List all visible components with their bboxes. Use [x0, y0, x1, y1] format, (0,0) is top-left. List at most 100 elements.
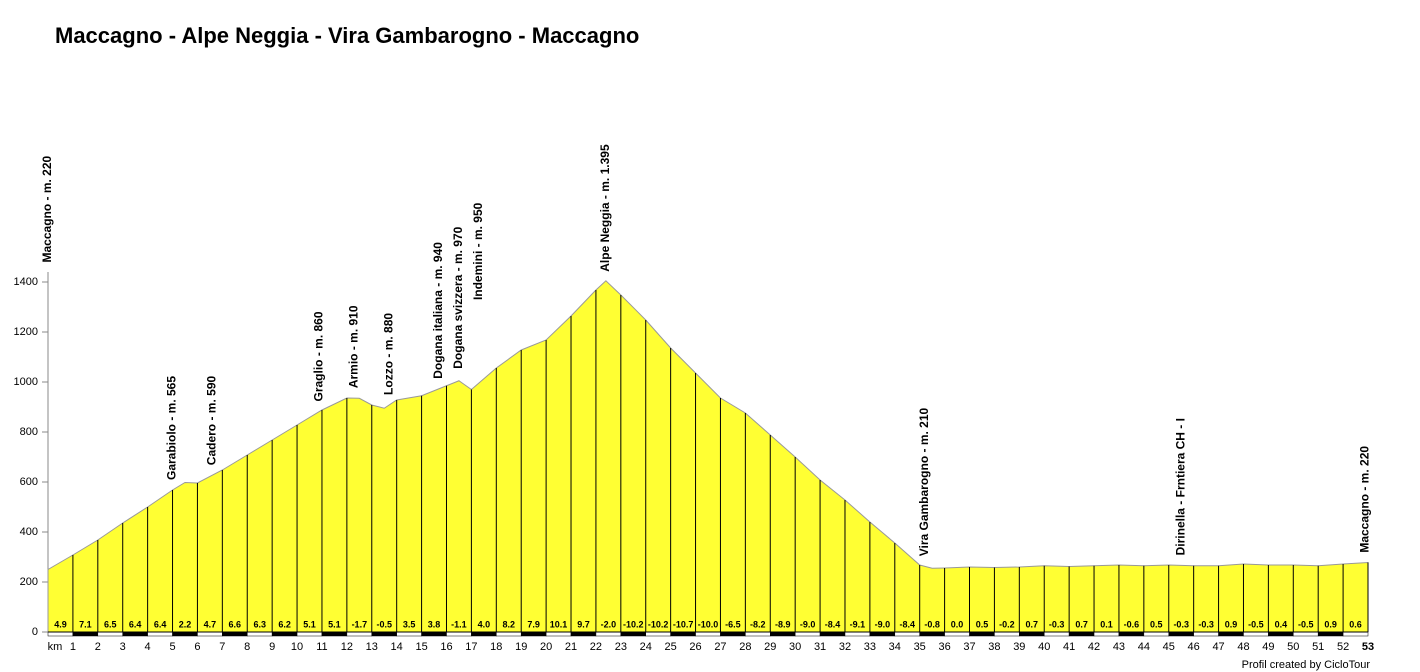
waypoint-label: Lozzo - m. 880	[381, 313, 395, 395]
waypoint-label: Maccagno - m. 220	[1358, 446, 1372, 553]
gradient-label: 0.9	[1324, 619, 1337, 629]
y-tick-label: 0	[32, 626, 38, 638]
gradient-label: -0.8	[924, 619, 940, 629]
km-band	[72, 631, 99, 637]
x-tick-label: 36	[938, 641, 950, 653]
gradient-label: -0.5	[376, 619, 392, 629]
x-tick-label: 20	[540, 641, 552, 653]
x-tick-label: 13	[366, 641, 378, 653]
x-tick-label: 33	[864, 641, 876, 653]
gradient-label: 0.7	[1075, 619, 1088, 629]
x-tick-label: 4	[145, 641, 151, 653]
gradient-label: -0.2	[999, 619, 1015, 629]
x-tick-label: 9	[269, 641, 275, 653]
x-tick-label: 14	[391, 641, 403, 653]
x-tick-label: 53	[1362, 641, 1374, 653]
km-band	[919, 631, 945, 637]
x-tick-label: 30	[789, 641, 801, 653]
chart-title: Maccagno - Alpe Neggia - Vira Gambarogno…	[55, 23, 639, 48]
x-tick-label: 31	[814, 641, 826, 653]
km-band	[1143, 631, 1170, 637]
gradient-label: 3.5	[403, 619, 416, 629]
x-tick-label: 42	[1088, 641, 1100, 653]
x-tick-label: 41	[1063, 641, 1075, 653]
gradient-label: 6.4	[154, 619, 167, 629]
gradient-label: 5.1	[328, 619, 341, 629]
km-band	[197, 631, 223, 637]
km-band	[246, 631, 273, 637]
x-tick-label: 17	[465, 641, 477, 653]
km-band	[819, 631, 846, 637]
gradient-label: 6.5	[104, 619, 117, 629]
km-band	[496, 631, 522, 637]
x-tick-label: 3	[120, 641, 126, 653]
y-tick-label: 1000	[14, 376, 38, 388]
waypoint-label: Vira Gambarogno - m. 210	[917, 407, 931, 556]
gradient-label: -10.2	[648, 619, 669, 629]
gradient-label: -0.3	[1173, 619, 1189, 629]
x-tick-label: 40	[1038, 641, 1050, 653]
gradient-label: -0.5	[1248, 619, 1264, 629]
km-band	[346, 631, 373, 637]
x-tick-label: 50	[1287, 641, 1299, 653]
x-tick-label: 8	[244, 641, 250, 653]
km-band	[321, 631, 348, 637]
km-band	[770, 631, 796, 637]
km-band	[1342, 631, 1369, 637]
waypoint-label: Dirinella - Frntiera CH - I	[1173, 418, 1187, 555]
gradient-label: 0.5	[976, 619, 989, 629]
km-band	[720, 631, 746, 637]
waypoint-label: Garabiolo - m. 565	[165, 376, 179, 480]
x-tick-label: 19	[515, 641, 527, 653]
km-band	[1193, 631, 1219, 637]
gradient-label: -10.0	[698, 619, 719, 629]
x-tick-label: 37	[963, 641, 975, 653]
km-band	[695, 631, 721, 637]
waypoint-label: Dogana svizzera - m. 970	[451, 226, 465, 368]
km-band	[620, 631, 646, 637]
km-band	[1293, 631, 1319, 637]
gradient-label: 0.7	[1026, 619, 1039, 629]
x-tick-label: 11	[316, 641, 327, 653]
gradient-label: -1.7	[352, 619, 368, 629]
km-band	[994, 631, 1020, 637]
km-band	[446, 631, 472, 637]
waypoint-label: Alpe Neggia - m. 1.395	[598, 144, 612, 272]
km-band	[545, 631, 572, 637]
gradient-label: -9.1	[850, 619, 866, 629]
x-tick-label: km	[48, 641, 63, 653]
gradient-label: -0.3	[1198, 619, 1214, 629]
gradient-label: -0.6	[1124, 619, 1140, 629]
x-tick-label: 15	[415, 641, 427, 653]
x-tick-label: 46	[1188, 641, 1200, 653]
km-band	[172, 631, 198, 637]
km-band	[1093, 631, 1120, 637]
waypoint-label: Armio - m. 910	[347, 305, 361, 388]
gradient-label: -8.4	[899, 619, 915, 629]
gradient-label: -10.2	[623, 619, 644, 629]
x-tick-label: 24	[640, 641, 652, 653]
footer: Profil created by CicloTour	[1242, 659, 1371, 671]
gradient-label: 5.1	[303, 619, 316, 629]
x-tick-label: 12	[341, 641, 353, 653]
gradient-label: -8.4	[825, 619, 841, 629]
x-tick-label: 29	[764, 641, 776, 653]
gradient-label: 6.6	[229, 619, 242, 629]
x-tick-label: 16	[440, 641, 452, 653]
x-tick-label: 38	[988, 641, 1000, 653]
km-band	[595, 631, 622, 637]
gradient-label: 10.1	[550, 619, 568, 629]
y-tick-label: 1200	[14, 326, 38, 338]
gradient-label: 8.2	[502, 619, 515, 629]
y-tick-label: 400	[20, 526, 38, 538]
x-tick-label: 32	[839, 641, 851, 653]
y-tick-label: 1400	[14, 276, 38, 288]
x-tick-label: 47	[1212, 641, 1224, 653]
x-tick-label: 22	[590, 641, 602, 653]
km-band	[844, 631, 871, 637]
gradient-label: -1.1	[451, 619, 467, 629]
gradient-label: -2.0	[601, 619, 617, 629]
km-band	[396, 631, 422, 637]
km-band	[794, 631, 821, 637]
elevation-area	[47, 280, 1369, 633]
